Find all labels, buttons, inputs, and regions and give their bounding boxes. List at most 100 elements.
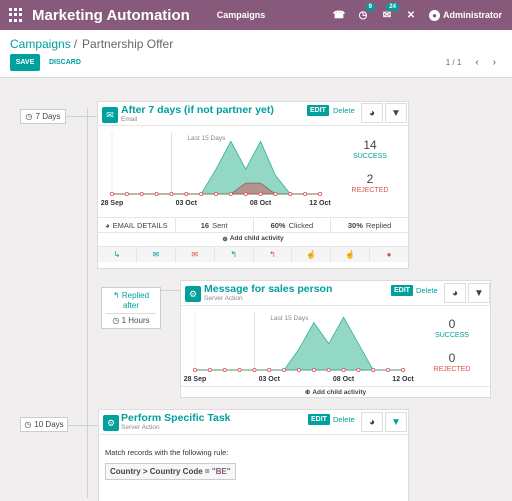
- data-point: [341, 368, 346, 373]
- control-panel: Campaigns / Partnership Offer SAVE DISCARD…: [0, 30, 512, 78]
- replied-trigger-label: ↰ Replied: [102, 291, 160, 301]
- top-navbar: Marketing Automation Campaigns ☎ ◷ 9 ✉ 24 …: [0, 0, 512, 30]
- card-header-divider: [181, 305, 490, 306]
- clicked-icon[interactable]: ☝: [292, 247, 332, 262]
- series-area-success: [112, 140, 320, 195]
- x-tick-label: 28 Sep: [101, 200, 124, 207]
- pager-prev-icon[interactable]: ‹: [475, 57, 479, 68]
- x-tick-label: 03 Oct: [259, 376, 281, 383]
- trigger-delay: ◷ 1 Hours: [106, 313, 156, 325]
- not-clicked-icon[interactable]: ☝: [331, 247, 371, 262]
- filter-icon[interactable]: ▼: [385, 103, 407, 123]
- messages-icon[interactable]: ✉ 24: [381, 3, 399, 21]
- domain-rule[interactable]: Country > Country Code = "BE": [105, 463, 236, 480]
- data-point: [311, 368, 316, 373]
- add-child-label: Add child activity: [229, 235, 284, 242]
- breadcrumb-separator: /: [73, 37, 78, 51]
- email-opened-icon[interactable]: ✉: [137, 247, 176, 262]
- save-button[interactable]: SAVE: [10, 54, 40, 71]
- clock-icon: ◷: [112, 316, 122, 325]
- gears-icon: ⚙: [103, 415, 119, 431]
- delete-button[interactable]: Delete: [333, 415, 355, 424]
- not-replied-icon[interactable]: ↰: [254, 247, 293, 262]
- pie-chart-icon[interactable]: ◕: [444, 283, 466, 303]
- edit-button[interactable]: EDIT: [308, 414, 330, 425]
- rejected-count: 2: [366, 172, 374, 186]
- app-name: Marketing Automation: [32, 6, 190, 24]
- email-icon: ✉: [102, 107, 118, 123]
- activity-type: Server Action: [204, 295, 243, 302]
- delay-label: 1 Hours: [121, 316, 150, 325]
- x-tick-label: 12 Oct: [309, 200, 331, 207]
- timeline-line: [87, 108, 88, 498]
- clicked-label: Clicked: [288, 220, 314, 230]
- rule-label: Match records with the following rule:: [105, 448, 229, 457]
- messages-badge: 24: [386, 3, 399, 11]
- clicked-metric[interactable]: 60% Clicked: [254, 218, 332, 232]
- delete-button[interactable]: Delete: [333, 106, 355, 115]
- pager-next-icon[interactable]: ›: [492, 57, 496, 68]
- replied-value: 30%: [347, 220, 363, 230]
- series-area-success: [195, 316, 403, 371]
- card-header-divider: [99, 434, 408, 435]
- data-point: [243, 192, 248, 197]
- menu-campaigns[interactable]: Campaigns: [216, 10, 266, 20]
- breadcrumb-campaigns[interactable]: Campaigns: [10, 37, 71, 51]
- add-child-activity[interactable]: ⊕ Add child activity: [98, 233, 408, 244]
- email-not-opened-icon[interactable]: ✉: [176, 247, 215, 262]
- after-parent-icon[interactable]: ↳: [98, 247, 137, 262]
- data-point: [192, 368, 197, 373]
- rejected-label: REJECTED: [351, 187, 389, 194]
- pie-chart-icon: ◕: [105, 220, 110, 230]
- trigger-10-days: ◷ 10 Days: [20, 417, 68, 432]
- clock-icon: ◷: [25, 112, 33, 121]
- delete-button[interactable]: Delete: [416, 286, 438, 295]
- card-header-divider: [98, 125, 408, 126]
- activity-chart: Last 15 Days 28 Sep 03 Oct 08 Oct 12 Oct: [184, 312, 414, 383]
- filter-icon[interactable]: ▼: [385, 412, 407, 432]
- email-details-label: EMAIL DETAILS: [112, 220, 168, 230]
- discard-button[interactable]: DISCARD: [49, 59, 81, 66]
- connector-line: [68, 425, 98, 426]
- avatar: ●: [428, 9, 440, 21]
- sent-value: 16: [200, 220, 210, 230]
- user-menu[interactable]: ● Administrator: [428, 9, 502, 21]
- close-icon[interactable]: ✕: [406, 9, 416, 21]
- sent-metric[interactable]: 16 Sent: [176, 218, 254, 232]
- bounced-icon[interactable]: ●: [386, 250, 392, 259]
- data-point: [252, 368, 257, 373]
- rule-operator: =: [204, 467, 210, 476]
- pie-chart-icon[interactable]: ◕: [361, 412, 383, 432]
- activity-clock-icon[interactable]: ◷ 9: [357, 3, 375, 21]
- data-point: [282, 368, 287, 373]
- activity-card-server-action: ⚙ Message for sales person Server Action…: [180, 280, 491, 398]
- data-point: [386, 368, 391, 373]
- pie-chart-icon[interactable]: ◕: [361, 103, 383, 123]
- data-point: [184, 192, 189, 197]
- rejected-count: 0: [448, 351, 456, 365]
- last-15-days-label: Last 15 Days: [187, 135, 226, 142]
- success-count: 0: [448, 317, 456, 331]
- data-point: [207, 368, 212, 373]
- phone-icon[interactable]: ☎: [332, 9, 346, 21]
- trigger-replied-after: ↰ Replied after ◷ 1 Hours: [101, 287, 161, 329]
- activity-title[interactable]: After 7 days (if not partner yet): [121, 104, 274, 116]
- replied-metric[interactable]: 30% Replied: [331, 218, 408, 232]
- activity-card-specific-task: ⚙ Perform Specific Task Server Action ED…: [98, 409, 409, 501]
- add-child-activity[interactable]: ⊕ Add child activity: [181, 386, 490, 397]
- edit-button[interactable]: EDIT: [307, 105, 329, 116]
- data-point: [303, 192, 308, 197]
- connector-line: [161, 290, 180, 291]
- rule-field: Country > Country Code: [110, 467, 203, 476]
- edit-button[interactable]: EDIT: [391, 285, 413, 296]
- activity-title[interactable]: Message for sales person: [204, 283, 333, 295]
- x-tick-label: 08 Oct: [250, 200, 272, 207]
- apps-menu-icon[interactable]: [9, 8, 23, 22]
- filter-icon[interactable]: ▼: [468, 283, 490, 303]
- replied-icon[interactable]: ↰: [215, 247, 254, 262]
- activity-title[interactable]: Perform Specific Task: [121, 412, 231, 424]
- pager-value[interactable]: 1 / 1: [445, 58, 462, 67]
- email-details-tab[interactable]: ◕ EMAIL DETAILS: [98, 218, 176, 232]
- success-count: 14: [363, 138, 377, 152]
- data-point: [237, 368, 242, 373]
